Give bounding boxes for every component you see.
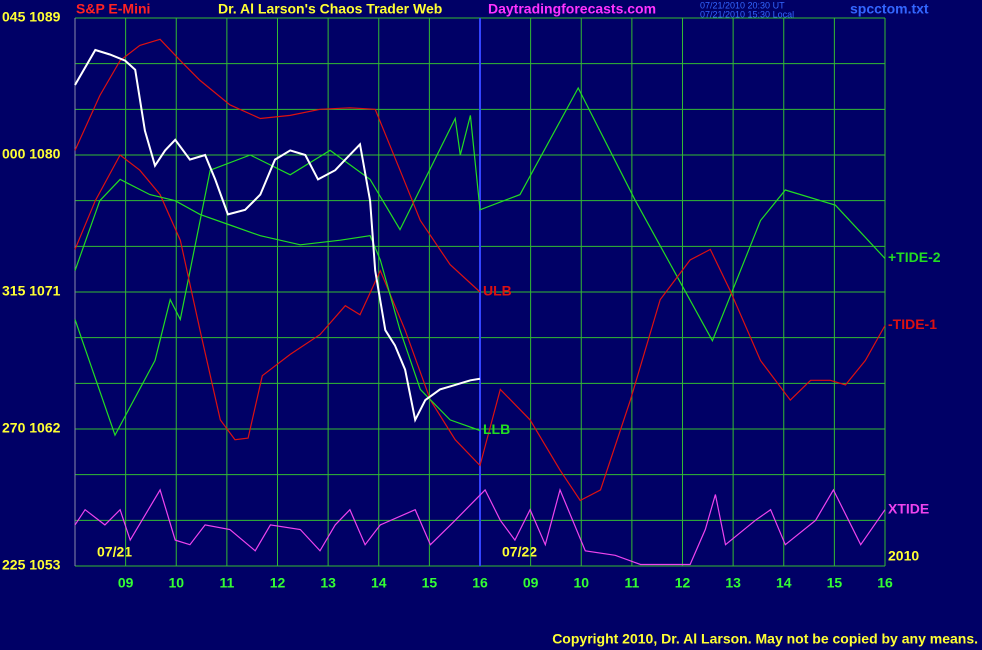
- day-label: 07/22: [502, 544, 537, 560]
- x-tick-label: 09: [118, 575, 134, 591]
- copyright: Copyright 2010, Dr. Al Larson. May not b…: [552, 631, 978, 647]
- x-tick-label: 14: [371, 575, 387, 591]
- x-tick-label: 11: [624, 575, 639, 591]
- year-label: 2010: [888, 548, 919, 564]
- x-tick-label: 10: [573, 575, 589, 591]
- x-tick-label: 15: [422, 575, 438, 591]
- x-tick-label: 16: [877, 575, 893, 591]
- series-line: [74, 38, 481, 293]
- x-tick-label: 11: [219, 575, 234, 591]
- day-label: 07/21: [97, 544, 132, 560]
- x-tick-label: 12: [270, 575, 286, 591]
- y-tick-label: 045 1089: [2, 9, 61, 25]
- x-tick-label: 09: [523, 575, 539, 591]
- file-name: spcctom.txt: [850, 1, 929, 17]
- legend-label: ULB: [483, 283, 512, 299]
- instrument: S&P E-Mini: [76, 1, 150, 17]
- x-tick-label: 15: [827, 575, 843, 591]
- x-tick-label: 12: [675, 575, 691, 591]
- site: Daytradingforecasts.com: [488, 1, 656, 17]
- y-tick-label: 270 1062: [2, 420, 61, 436]
- x-tick-label: 13: [725, 575, 741, 591]
- legend-label: XTIDE: [888, 500, 929, 516]
- chart-title: Dr. Al Larson's Chaos Trader Web: [218, 1, 442, 17]
- series-line: [74, 178, 481, 432]
- price-line: [74, 48, 481, 423]
- legend-label: +TIDE-2: [888, 249, 941, 265]
- series-line: [74, 86, 886, 437]
- y-tick-label: 225 1053: [2, 557, 61, 573]
- x-tick-label: 13: [320, 575, 336, 591]
- timestamp: 07/21/2010 20:30 UT: [700, 0, 785, 10]
- legend-label: LLB: [483, 421, 510, 437]
- legend-label: -TIDE-1: [888, 316, 937, 332]
- x-tick-label: 16: [472, 575, 488, 591]
- x-tick-label: 14: [776, 575, 792, 591]
- series-line: [74, 154, 886, 502]
- x-tick-label: 10: [168, 575, 184, 591]
- series-line: [74, 488, 886, 566]
- y-tick-label: 000 1080: [2, 146, 61, 162]
- timestamp: 07/21/2010 15:30 Local: [700, 9, 794, 19]
- y-tick-label: 315 1071: [2, 283, 61, 299]
